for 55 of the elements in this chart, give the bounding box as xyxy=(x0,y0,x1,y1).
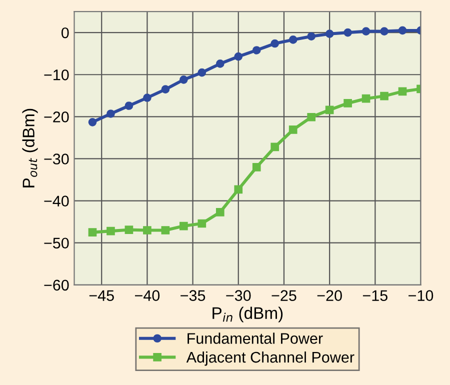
point xyxy=(216,60,224,68)
x-tick-label: −40 xyxy=(134,290,160,301)
y-tick-label: 0 xyxy=(61,27,69,38)
point xyxy=(288,36,298,44)
point xyxy=(161,85,170,94)
point xyxy=(143,94,152,102)
point xyxy=(307,112,316,122)
point xyxy=(380,92,388,100)
x-tick-label: −10 xyxy=(408,290,434,301)
point xyxy=(180,222,188,230)
point xyxy=(143,226,152,234)
x-tick-label: −45 xyxy=(89,290,114,301)
point xyxy=(307,32,316,41)
point xyxy=(325,30,334,38)
x-tick-label: −35 xyxy=(180,290,206,301)
point xyxy=(344,99,352,108)
point xyxy=(216,208,224,216)
x-tick-label: −15 xyxy=(362,290,388,301)
y-tick-label: −60 xyxy=(44,280,69,291)
point xyxy=(270,142,280,152)
point xyxy=(270,39,280,48)
y-tick-label: −10 xyxy=(44,70,69,80)
point xyxy=(252,162,261,172)
point xyxy=(124,102,134,110)
x-tick-label: −25 xyxy=(272,290,296,301)
y-tick-label: −30 xyxy=(44,154,69,164)
y-tick-label: −20 xyxy=(44,112,69,122)
x-axis-title: P$_{in}$ (dBm) xyxy=(212,306,283,322)
point xyxy=(198,219,206,228)
point xyxy=(288,126,298,134)
x-tick-label: −30 xyxy=(226,290,251,301)
point xyxy=(161,226,170,234)
point xyxy=(380,27,388,36)
legend-label: Adjacent Channel Power xyxy=(186,351,354,366)
legend-label: Fundamental Power xyxy=(188,332,323,344)
point xyxy=(398,26,407,35)
point xyxy=(198,68,206,77)
y-axis-title: P$_{out}$ (dBm) xyxy=(22,108,38,188)
point xyxy=(106,110,115,118)
point xyxy=(106,226,115,236)
point xyxy=(124,226,134,234)
y-tick-label: −40 xyxy=(44,196,69,206)
point xyxy=(180,76,188,84)
point xyxy=(398,87,407,96)
point xyxy=(362,94,370,103)
point xyxy=(234,52,243,61)
point xyxy=(88,228,97,236)
point xyxy=(344,28,352,37)
point xyxy=(252,46,261,54)
x-tick-label: −20 xyxy=(317,290,342,301)
y-tick-label: −50 xyxy=(44,238,69,249)
point xyxy=(234,185,243,194)
point xyxy=(362,27,370,36)
point xyxy=(88,118,97,126)
point xyxy=(325,106,334,114)
